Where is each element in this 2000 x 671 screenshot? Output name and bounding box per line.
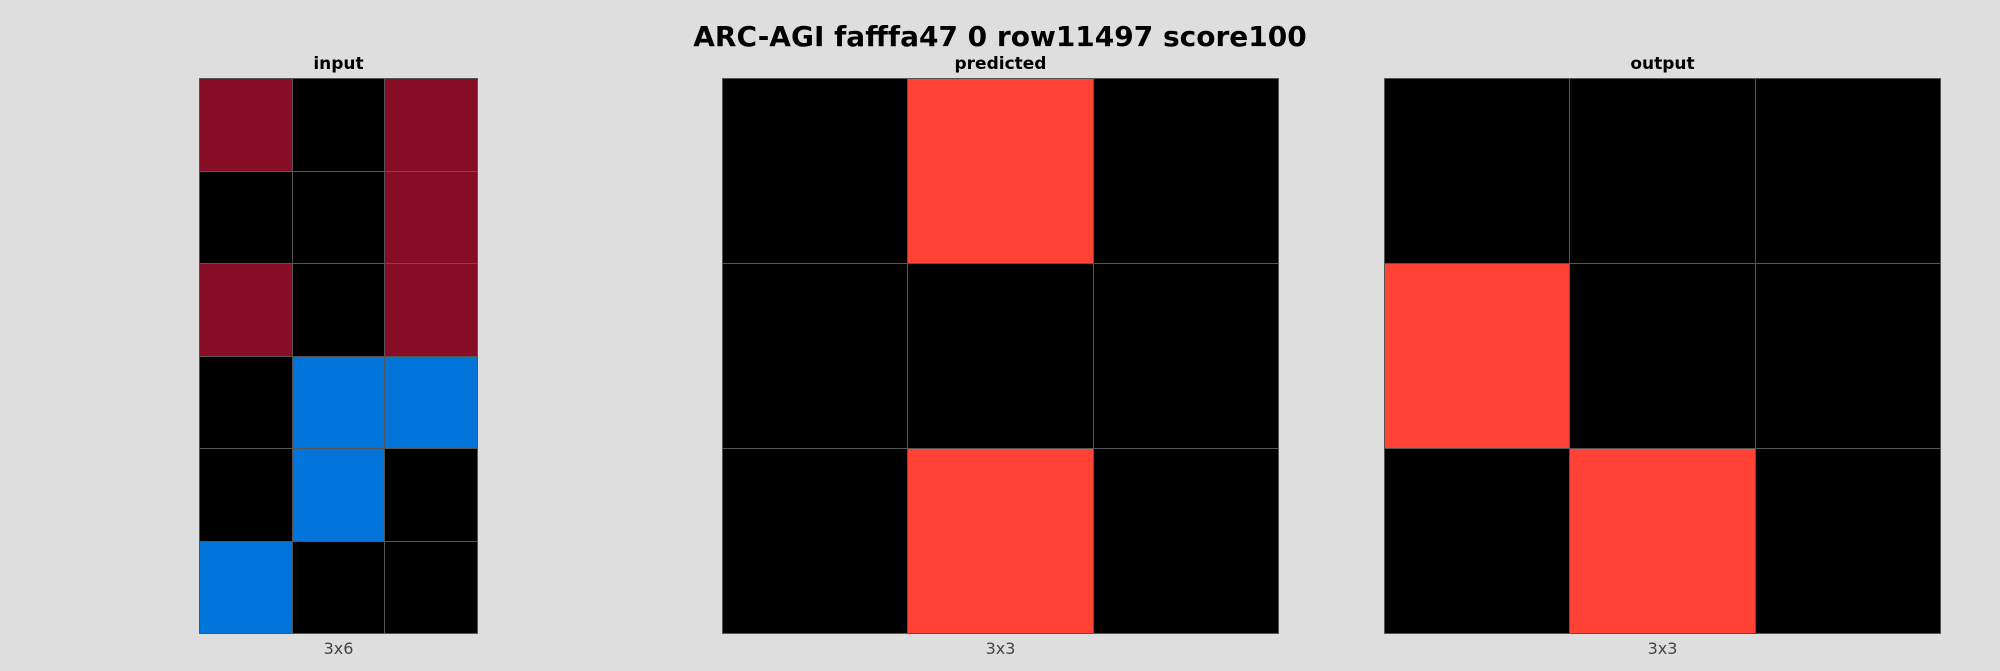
input-cell-r2-c1 xyxy=(292,264,385,356)
predicted-cell-r1-c1 xyxy=(908,264,1093,448)
predicted-grid xyxy=(722,78,1279,634)
output-cell-r0-c0 xyxy=(1385,79,1570,263)
predicted-panel: predicted 3x3 xyxy=(722,54,1279,658)
output-cell-r2-c0 xyxy=(1385,449,1570,633)
input-cell-r1-c0 xyxy=(200,171,292,263)
predicted-cell-r0-c0 xyxy=(723,79,908,263)
input-cell-r0-c1 xyxy=(292,79,385,171)
output-panel-title: output xyxy=(1630,54,1695,74)
output-cell-r0-c2 xyxy=(1755,79,1940,263)
output-cell-r1-c2 xyxy=(1755,264,1940,448)
predicted-cell-r1-c2 xyxy=(1093,264,1278,448)
input-cell-r5-c1 xyxy=(292,541,385,633)
predicted-cell-r1-c0 xyxy=(723,264,908,448)
input-cell-r4-c1 xyxy=(292,449,385,541)
predicted-panel-caption: 3x3 xyxy=(985,639,1016,658)
input-cell-r4-c0 xyxy=(200,449,292,541)
input-panel: input 3x6 xyxy=(199,54,478,658)
output-cell-r1-c0 xyxy=(1385,264,1570,448)
predicted-cell-r2-c2 xyxy=(1093,449,1278,633)
input-cell-r1-c2 xyxy=(385,171,477,263)
output-grid xyxy=(1384,78,1941,634)
input-panel-caption: 3x6 xyxy=(323,639,354,658)
figure-title: ARC-AGI fafffa47 0 row11497 score100 xyxy=(693,20,1307,53)
input-cell-r2-c0 xyxy=(200,264,292,356)
output-cell-r2-c2 xyxy=(1755,449,1940,633)
predicted-cell-r2-c0 xyxy=(723,449,908,633)
output-cell-r1-c1 xyxy=(1570,264,1755,448)
input-cell-r5-c2 xyxy=(385,541,477,633)
output-panel-caption: 3x3 xyxy=(1647,639,1678,658)
input-cell-r1-c1 xyxy=(292,171,385,263)
input-cell-r3-c0 xyxy=(200,356,292,448)
input-grid xyxy=(199,78,478,634)
input-panel-title: input xyxy=(313,54,364,74)
input-cell-r2-c2 xyxy=(385,264,477,356)
input-cell-r0-c2 xyxy=(385,79,477,171)
input-cell-r4-c2 xyxy=(385,449,477,541)
predicted-panel-title: predicted xyxy=(954,54,1047,74)
predicted-cell-r0-c1 xyxy=(908,79,1093,263)
output-panel: output 3x3 xyxy=(1384,54,1941,658)
input-cell-r3-c1 xyxy=(292,356,385,448)
input-cell-r3-c2 xyxy=(385,356,477,448)
predicted-cell-r0-c2 xyxy=(1093,79,1278,263)
input-cell-r5-c0 xyxy=(200,541,292,633)
output-cell-r0-c1 xyxy=(1570,79,1755,263)
output-cell-r2-c1 xyxy=(1570,449,1755,633)
predicted-cell-r2-c1 xyxy=(908,449,1093,633)
input-cell-r0-c0 xyxy=(200,79,292,171)
